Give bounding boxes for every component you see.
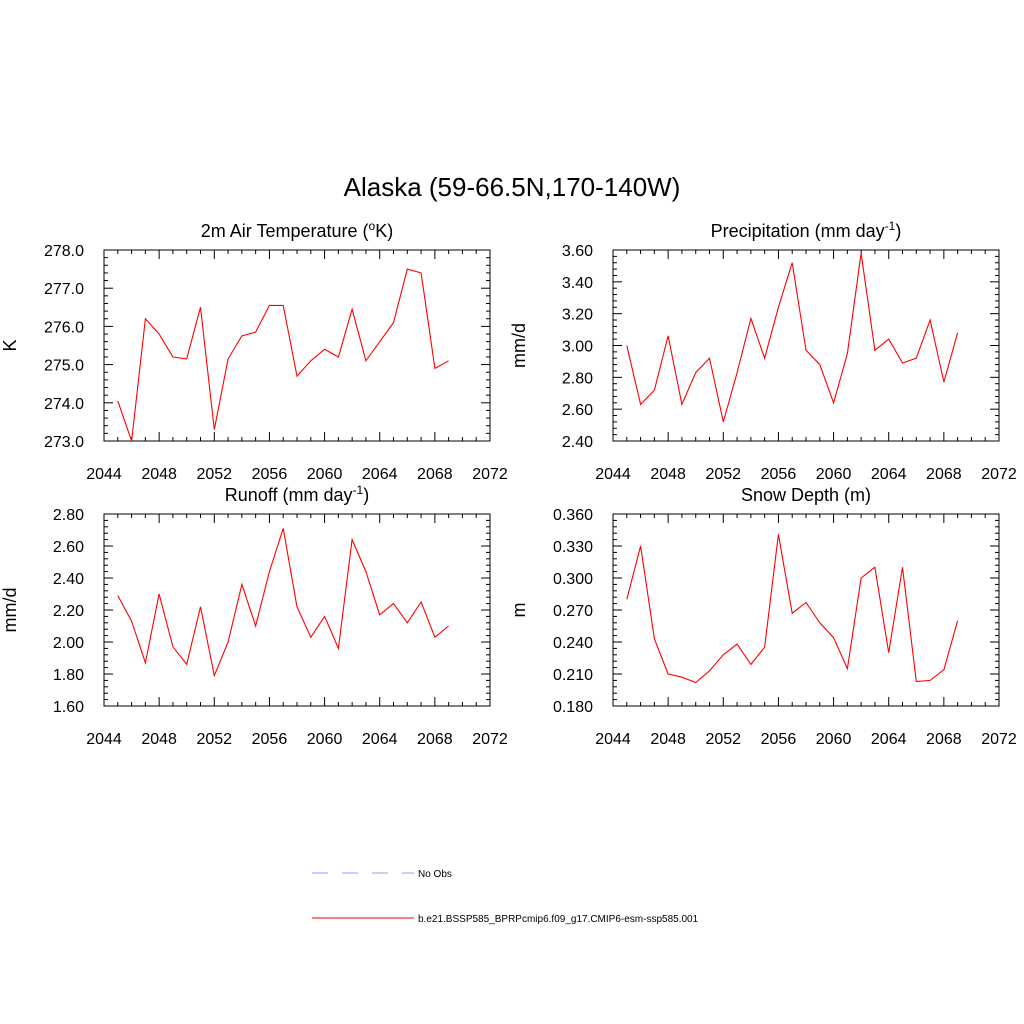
y-tick-label: 2.40 [562, 434, 593, 451]
series-line [626, 534, 959, 684]
x-tick-label: 2056 [252, 731, 288, 748]
x-tick-label: 2068 [926, 466, 962, 483]
y-tick-label: 0.360 [553, 507, 593, 524]
y-tick-label: 3.40 [562, 275, 593, 292]
y-tick-label: 277.0 [44, 281, 84, 298]
legend-label-model-run: b.e21.BSSP585_BPRPcmip6.f09_g17.CMIP6-es… [418, 914, 699, 925]
y-tick-label: 1.80 [53, 667, 84, 684]
y-tick-label: 2.60 [562, 402, 593, 419]
x-tick-label: 2072 [472, 466, 508, 483]
y-tick-label: 0.270 [553, 603, 593, 620]
y-tick-label: 276.0 [44, 319, 84, 336]
x-tick-label: 2056 [761, 731, 797, 748]
panel-air-temperature: 2m Air Temperature (oK) K 2044 2048 2052 2056… [0, 219, 508, 483]
y-tick-label: 273.0 [44, 434, 84, 451]
x-tick-label: 2064 [362, 466, 398, 483]
y-tick-label: 1.60 [53, 699, 84, 716]
x-tick-label: 2060 [307, 731, 343, 748]
x-tick-label: 2068 [417, 466, 453, 483]
x-tick-label: 2048 [141, 466, 177, 483]
x-tick-label: 2052 [196, 466, 232, 483]
y-axis-label: mm/d [509, 323, 529, 368]
x-tick-label: 2060 [307, 466, 343, 483]
x-tick-label: 2072 [472, 731, 508, 748]
series-line [117, 268, 449, 442]
x-tick-label: 2072 [981, 731, 1017, 748]
panel-title: Precipitation (mm day-1) [711, 219, 902, 241]
x-tick-label: 2052 [705, 731, 741, 748]
y-tick-label: 0.300 [553, 571, 593, 588]
x-tick-label: 2044 [86, 466, 122, 483]
y-tick-label: 278.0 [44, 243, 84, 260]
panel-title: Snow Depth (m) [741, 485, 871, 505]
series-line [117, 528, 449, 678]
x-tick-label: 2064 [871, 466, 907, 483]
y-tick-label: 274.0 [44, 396, 84, 413]
y-tick-label: 2.80 [53, 507, 84, 524]
panel-title: Runoff (mm day-1) [225, 483, 369, 505]
series-line [626, 253, 959, 423]
plot-frame [612, 249, 1000, 442]
x-tick-label: 2072 [981, 466, 1017, 483]
y-tick-label: 0.330 [553, 539, 593, 556]
y-tick-label: 2.40 [53, 571, 84, 588]
chart-panels: 2m Air Temperature (oK) K 2044 2048 2052 2056… [0, 219, 1017, 748]
y-axis-label: m [509, 603, 529, 618]
x-tick-label: 2064 [871, 731, 907, 748]
x-tick-label: 2068 [417, 731, 453, 748]
y-tick-label: 3.00 [562, 339, 593, 356]
y-tick-label: 2.00 [53, 635, 84, 652]
figure-title: Alaska (59-66.5N,170-140W) [344, 172, 681, 202]
plot-frame [103, 513, 491, 707]
x-tick-label: 2052 [705, 466, 741, 483]
y-tick-label: 275.0 [44, 358, 84, 375]
y-tick-label: 3.60 [562, 243, 593, 260]
x-tick-label: 2060 [816, 731, 852, 748]
x-tick-label: 2064 [362, 731, 398, 748]
panel-precipitation: Precipitation (mm day-1) mm/d 2044 2048 2052… [509, 219, 1017, 483]
x-tick-label: 2048 [650, 466, 686, 483]
y-tick-label: 0.210 [553, 667, 593, 684]
x-tick-label: 2044 [595, 466, 631, 483]
y-axis-label: K [0, 339, 20, 351]
y-tick-label: 2.80 [562, 370, 593, 387]
panel-title: 2m Air Temperature (oK) [201, 219, 393, 241]
x-tick-label: 2048 [650, 731, 686, 748]
y-tick-label: 0.240 [553, 635, 593, 652]
x-tick-label: 2048 [141, 731, 177, 748]
panel-snow-depth: Snow Depth (m) m 2044 2048 2052 2056 2060 2064 2… [509, 485, 1017, 748]
legend-label-no-obs: No Obs [418, 869, 452, 880]
x-tick-label: 2056 [252, 466, 288, 483]
legend: No Obs b.e21.BSSP585_BPRPcmip6.f09_g17.C… [312, 869, 699, 925]
plot-frame [612, 513, 1000, 707]
y-tick-label: 3.20 [562, 307, 593, 324]
y-tick-label: 0.180 [553, 699, 593, 716]
x-tick-label: 2060 [816, 466, 852, 483]
x-tick-label: 2056 [761, 466, 797, 483]
y-tick-label: 2.60 [53, 539, 84, 556]
x-tick-label: 2044 [595, 731, 631, 748]
y-axis-label: mm/d [0, 588, 20, 633]
panel-runoff: Runoff (mm day-1) mm/d 2044 2048 2052 2056 206… [0, 483, 508, 748]
x-tick-label: 2068 [926, 731, 962, 748]
y-tick-label: 2.20 [53, 603, 84, 620]
x-tick-label: 2052 [196, 731, 232, 748]
x-tick-label: 2044 [86, 731, 122, 748]
